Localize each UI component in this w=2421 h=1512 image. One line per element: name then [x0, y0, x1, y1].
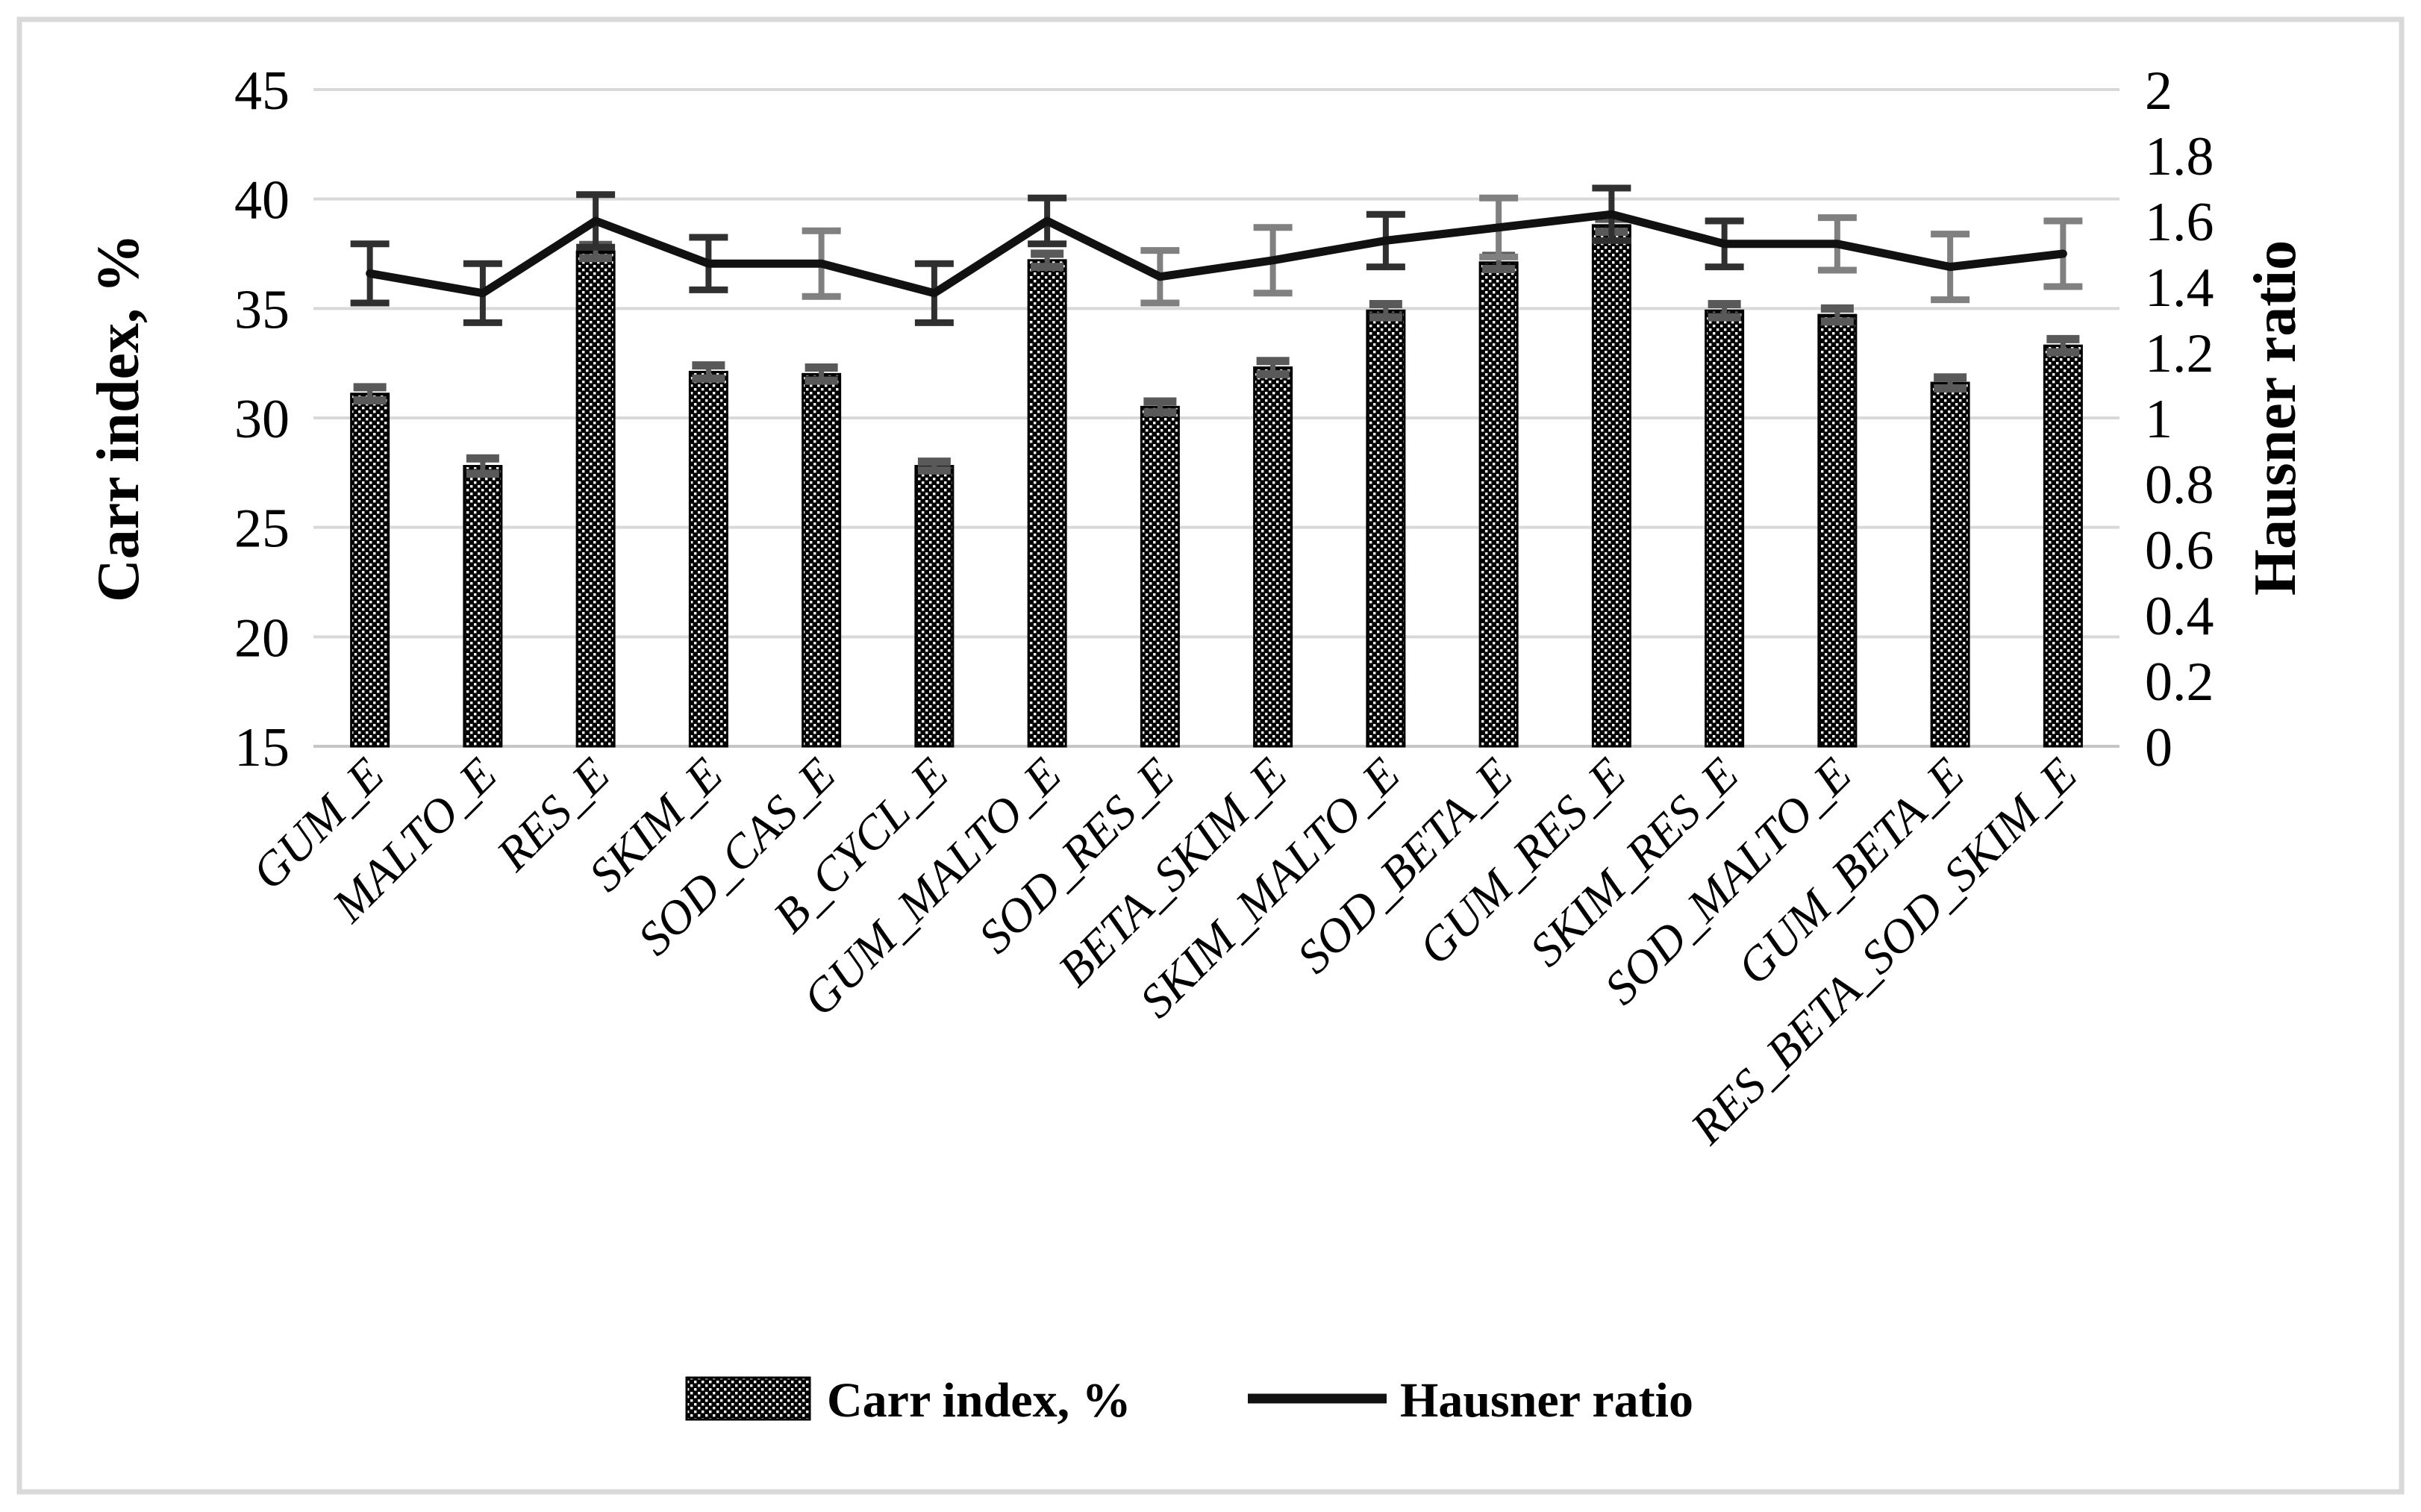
right-tick-1.6: 1.6 — [2145, 192, 2214, 253]
bar-error-MALTO_E — [466, 454, 499, 478]
bar-error-SKIM_E — [692, 361, 725, 383]
left-axis-tick-labels: 45 40 35 30 25 20 15 — [234, 60, 290, 778]
left-tick-15: 15 — [234, 717, 290, 778]
bar-RES_E — [575, 250, 616, 748]
line-error-bars — [350, 184, 2083, 326]
figure-border — [16, 16, 2405, 1495]
bar-SOD_MALTO_E — [1817, 313, 1858, 748]
line-series-hausner-ratio — [366, 210, 2067, 298]
right-tick-0.8: 0.8 — [2145, 454, 2214, 516]
bar-error-GUM_E — [353, 383, 387, 405]
right-tick-2: 2 — [2145, 60, 2172, 122]
right-tick-0: 0 — [2145, 717, 2172, 778]
bar-SOD_BETA_E — [1478, 261, 1519, 748]
bar-series-carr-index — [350, 224, 2083, 748]
right-tick-1.2: 1.2 — [2145, 323, 2214, 384]
left-tick-35: 35 — [234, 279, 290, 340]
bar-B_CYCL_E — [914, 465, 955, 748]
bar-error-BETA_SKIM_E — [1256, 357, 1290, 378]
bar-error-RES_BETA_SOD_SKIM_E — [2046, 334, 2080, 357]
bar-GUM_BETA_E — [1930, 381, 1970, 748]
legend: Carr index, % Hausner ratio — [685, 1373, 1693, 1428]
bar-RES_BETA_SOD_SKIM_E — [2043, 344, 2083, 748]
bar-error-SOD_RES_E — [1143, 397, 1177, 417]
right-axis-title: Hausner ratio — [2243, 240, 2308, 596]
right-tick-1.8: 1.8 — [2145, 126, 2214, 187]
bar-MALTO_E — [463, 465, 503, 748]
bar-GUM_MALTO_E — [1027, 259, 1067, 748]
bar-GUM_RES_E — [1591, 224, 1631, 748]
left-tick-25: 25 — [234, 499, 290, 560]
bar-GUM_E — [350, 393, 390, 748]
left-tick-20: 20 — [234, 607, 290, 669]
legend-bar-swatch-icon — [685, 1376, 811, 1421]
bar-error-GUM_BETA_E — [1934, 373, 1967, 393]
left-axis-title: Carr index, % — [86, 234, 151, 602]
right-tick-0.2: 0.2 — [2145, 652, 2214, 713]
bar-error-SKIM_RES_E — [1708, 299, 1741, 322]
bar-error-B_CYCL_E — [917, 457, 951, 475]
bar-SKIM_RES_E — [1705, 309, 1745, 748]
right-tick-0.4: 0.4 — [2145, 586, 2214, 647]
bar-BETA_SKIM_E — [1253, 366, 1293, 748]
bar-SOD_RES_E — [1140, 405, 1180, 748]
bar-SOD_CAS_E — [802, 372, 842, 748]
bar-error-SOD_MALTO_E — [1820, 304, 1854, 326]
left-tick-30: 30 — [234, 389, 290, 450]
category-axis-labels: GUM_EMALTO_ERES_ESKIM_ESOD_CAS_EB_CYCL_E… — [242, 748, 2087, 1155]
bar-error-bars — [353, 214, 2080, 478]
left-tick-45: 45 — [234, 60, 290, 122]
right-tick-0.6: 0.6 — [2145, 520, 2214, 581]
bar-error-GUM_MALTO_E — [1031, 249, 1064, 272]
bar-error-SKIM_MALTO_E — [1369, 299, 1402, 322]
bar-error-SOD_CAS_E — [805, 363, 838, 385]
right-axis-tick-labels: 21.81.61.41.210.80.60.40.20 — [2145, 60, 2214, 778]
bar-SKIM_E — [688, 370, 728, 748]
legend-label-hausner-ratio: Hausner ratio — [1400, 1373, 1693, 1428]
right-tick-1.4: 1.4 — [2145, 257, 2214, 319]
right-tick-1: 1 — [2145, 389, 2172, 450]
bar-SKIM_MALTO_E — [1366, 309, 1406, 748]
legend-label-carr-index: Carr index, % — [827, 1373, 1131, 1428]
left-tick-40: 40 — [234, 170, 290, 231]
